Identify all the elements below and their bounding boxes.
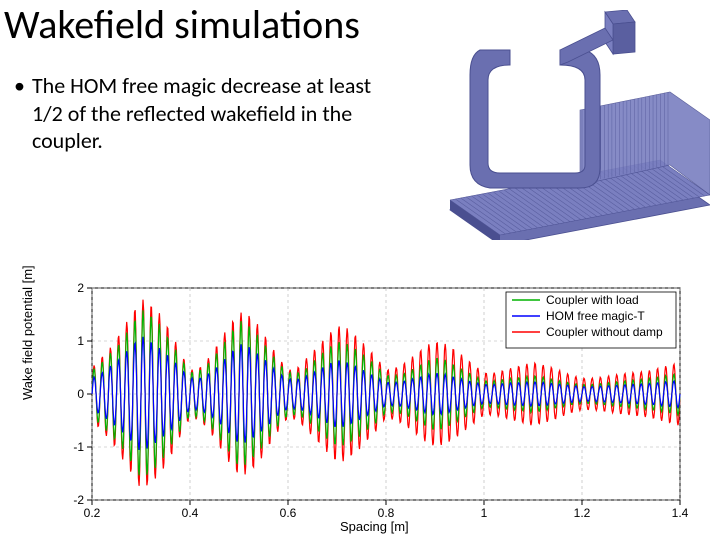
wakefield-chart: 0.2 0.4 0.6 0.8 1 1.2 1.4 -2 -1 0 1 2 Coupler with l… bbox=[50, 280, 690, 530]
y-axis-label: Wake field potential [m] bbox=[20, 265, 35, 400]
svg-text:-2: -2 bbox=[73, 493, 84, 507]
bullet-marker: • bbox=[14, 72, 25, 100]
svg-text:HOM free magic-T: HOM free magic-T bbox=[546, 309, 645, 323]
page-title: Wakefield simulations bbox=[4, 0, 360, 49]
svg-text:-1: -1 bbox=[73, 440, 84, 454]
svg-text:1.2: 1.2 bbox=[574, 506, 591, 520]
svg-text:2: 2 bbox=[77, 281, 84, 295]
svg-text:0: 0 bbox=[77, 387, 84, 401]
slide-root: Wakefield simulations • The HOM free mag… bbox=[0, 0, 720, 540]
svg-text:0.8: 0.8 bbox=[378, 506, 395, 520]
bullet-item: • The HOM free magic decrease at least 1… bbox=[14, 72, 374, 155]
svg-text:0.6: 0.6 bbox=[280, 506, 297, 520]
svg-text:0.2: 0.2 bbox=[84, 506, 101, 520]
svg-text:Coupler with load: Coupler with load bbox=[546, 293, 639, 307]
bullet-text: The HOM free magic decrease at least 1/2… bbox=[32, 72, 372, 155]
svg-text:1.4: 1.4 bbox=[672, 506, 689, 520]
svg-text:0.4: 0.4 bbox=[182, 506, 199, 520]
svg-text:1: 1 bbox=[77, 334, 84, 348]
x-axis-label: Spacing [m] bbox=[340, 519, 409, 534]
coupler-3d-model bbox=[410, 10, 710, 240]
svg-text:Coupler without damp: Coupler without damp bbox=[546, 325, 663, 339]
svg-text:1: 1 bbox=[481, 506, 488, 520]
